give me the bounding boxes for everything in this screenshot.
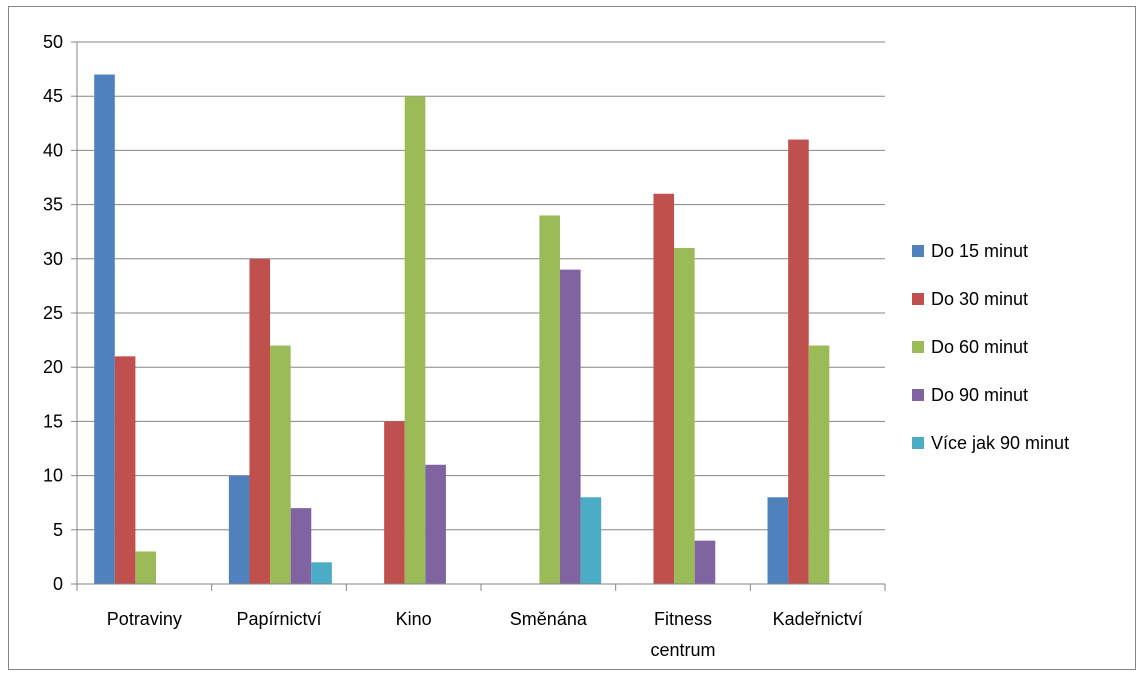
y-tick-label: 10 bbox=[43, 466, 63, 486]
bar bbox=[135, 551, 156, 584]
legend-label: Více jak 90 minut bbox=[931, 433, 1069, 453]
bar bbox=[249, 258, 271, 584]
bar bbox=[384, 421, 405, 584]
bar bbox=[290, 508, 312, 584]
legend-label: Do 30 minut bbox=[931, 289, 1028, 309]
bar bbox=[270, 345, 291, 584]
y-tick-label: 30 bbox=[43, 249, 63, 269]
y-tick-label: 50 bbox=[43, 32, 63, 52]
y-tick-labels: 0 5 10 15 20 25 30 35 40 45 50 bbox=[43, 32, 63, 594]
y-tick-label: 25 bbox=[43, 303, 63, 323]
y-tick-label: 40 bbox=[43, 140, 63, 160]
y-tick-label: 35 bbox=[43, 195, 63, 215]
x-tick-label: Kadeřnictví bbox=[773, 609, 863, 629]
legend-swatch bbox=[912, 293, 924, 305]
bar bbox=[539, 215, 560, 584]
x-tick-label: centrum bbox=[650, 640, 715, 660]
x-tick-label: Kino bbox=[396, 609, 432, 629]
bar bbox=[311, 562, 332, 584]
x-tick-label: Fitness bbox=[654, 609, 712, 629]
bar bbox=[425, 464, 446, 584]
y-tick-label: 5 bbox=[53, 520, 63, 540]
x-tick-label: Směnána bbox=[510, 609, 588, 629]
legend-swatch bbox=[912, 341, 924, 353]
bar bbox=[94, 74, 115, 585]
y-tick-label: 15 bbox=[43, 411, 63, 431]
legend-label: Do 15 minut bbox=[931, 241, 1028, 261]
bar bbox=[560, 269, 581, 584]
bar bbox=[114, 356, 136, 584]
bar bbox=[767, 497, 789, 584]
x-tick-labels: Potraviny Papírnictví Kino Směnána Fitness ce… bbox=[107, 609, 863, 660]
gridlines bbox=[71, 41, 885, 585]
bar bbox=[653, 193, 675, 584]
y-tick-label: 20 bbox=[43, 357, 63, 377]
legend-swatch bbox=[912, 437, 924, 449]
legend-swatch bbox=[912, 245, 924, 257]
bars bbox=[94, 74, 830, 585]
legend-swatch bbox=[912, 389, 924, 401]
bar bbox=[694, 540, 716, 584]
x-tick-label: Papírnictví bbox=[236, 609, 321, 629]
legend-label: Do 90 minut bbox=[931, 385, 1028, 405]
axes bbox=[76, 42, 886, 591]
y-tick-label: 45 bbox=[43, 86, 63, 106]
y-tick-label: 0 bbox=[53, 574, 63, 594]
bar bbox=[228, 475, 250, 584]
legend-label: Do 60 minut bbox=[931, 337, 1028, 357]
x-tick-label: Potraviny bbox=[107, 609, 182, 629]
bar bbox=[580, 497, 602, 584]
bar bbox=[674, 247, 695, 584]
bar bbox=[788, 139, 809, 584]
bar bbox=[404, 96, 426, 584]
bar bbox=[808, 345, 830, 584]
legend: Do 15 minut Do 30 minut Do 60 minut Do 90 m… bbox=[912, 241, 1069, 453]
